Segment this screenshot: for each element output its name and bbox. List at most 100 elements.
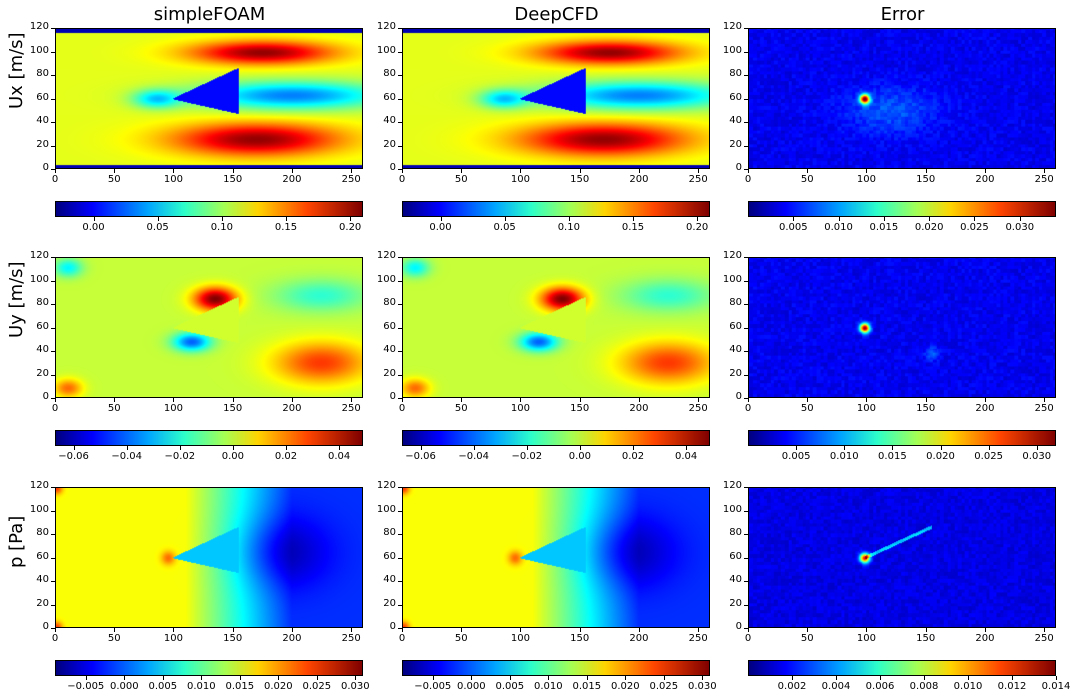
colorbar-tick-mark (85, 676, 87, 680)
x-tick-mark (866, 628, 868, 632)
x-tick-mark (291, 169, 293, 173)
y-tick-mark (744, 257, 748, 258)
y-tick-label: 60 (729, 91, 742, 103)
colorbar-tick-label: 0.025 (960, 222, 989, 233)
y-tick-label: 100 (722, 503, 742, 515)
x-tick-label: 0 (398, 174, 406, 185)
y-tick-mark (398, 75, 402, 76)
y-tick-mark (398, 28, 402, 29)
colorbar-tick-mark (350, 217, 352, 221)
heatmap-p (402, 487, 710, 628)
x-tick-mark (55, 398, 56, 402)
x-tick-mark (1044, 398, 1046, 402)
colorbar-tick-mark (162, 676, 164, 680)
x-tick-label: 50 (107, 174, 121, 185)
colorbar-tick-mark (157, 217, 159, 221)
x-tick-label: 50 (107, 403, 121, 414)
heatmap-Uy (55, 257, 363, 398)
x-tick-mark (638, 169, 640, 173)
x-tick-mark (402, 628, 403, 632)
x-tick-mark (698, 169, 700, 173)
y-tick-mark (51, 487, 55, 488)
colorbar-tick-label: 0.15 (621, 222, 645, 233)
colorbar-tick-mark (586, 676, 588, 680)
y-tick-label: 0 (735, 391, 742, 402)
colorbar-tick-mark (221, 217, 223, 221)
colorbar-tick-label: −0.04 (111, 451, 143, 462)
x-tick-label: 50 (454, 174, 468, 185)
x-tick-label: 250 (688, 403, 708, 414)
y-tick-label: 120 (722, 21, 742, 32)
y-tick-label: 100 (29, 273, 49, 285)
x-tick-label: 100 (510, 174, 530, 185)
colorbar-tick-label: 0.014 (1041, 681, 1071, 692)
colorbar-tick-label: 0.025 (302, 681, 332, 692)
y-tick-label: 0 (42, 391, 49, 402)
colorbar-tick-label: 0.030 (340, 681, 370, 692)
column-title: DeepCFD (514, 4, 599, 25)
x-tick-mark (55, 169, 56, 173)
colorbar-tick-label: 0.10 (210, 222, 233, 233)
y-tick-label: 80 (36, 297, 49, 308)
y-tick-mark (398, 51, 402, 53)
colorbar-tick-label: −0.02 (164, 451, 196, 462)
x-tick-label: 250 (341, 174, 361, 185)
colorbar-tick-label: 0.004 (821, 681, 851, 692)
y-tick-mark (51, 145, 55, 147)
colorbar-tick-mark (420, 446, 422, 450)
colorbar-tick-label: 0.10 (557, 222, 580, 233)
heatmap-Uy-error (748, 257, 1056, 398)
y-tick-mark (398, 628, 402, 629)
y-tick-label: 80 (36, 527, 49, 538)
colorbar-tick-label: 0.030 (687, 681, 717, 692)
x-tick-mark (232, 628, 234, 632)
y-tick-label: 0 (735, 621, 742, 632)
x-tick-label: 0 (398, 403, 406, 414)
colorbar (55, 201, 363, 217)
y-tick-label: 120 (376, 250, 396, 261)
colorbar-tick-mark (1036, 446, 1038, 450)
y-tick-mark (744, 28, 748, 29)
x-tick-mark (351, 628, 353, 632)
x-tick-mark (638, 628, 640, 632)
x-tick-mark (866, 398, 868, 402)
y-tick-label: 20 (36, 138, 49, 150)
colorbar-tick-label: 0.05 (493, 222, 516, 233)
colorbar-tick-mark (702, 676, 704, 680)
y-tick-label: 80 (729, 527, 742, 538)
colorbar-tick-mark (509, 676, 511, 680)
colorbar-tick-label: 0.020 (926, 451, 955, 462)
y-tick-mark (51, 534, 55, 535)
colorbar-tick-mark (686, 446, 688, 450)
y-tick-mark (744, 351, 748, 352)
colorbar-tick-label: 0.010 (829, 451, 859, 462)
colorbar (55, 660, 363, 676)
y-tick-label: 20 (36, 597, 49, 609)
y-tick-mark (744, 327, 748, 329)
x-tick-mark (748, 628, 749, 632)
colorbar-tick-mark (988, 446, 990, 450)
y-tick-label: 60 (383, 550, 396, 562)
x-tick-label: 150 (223, 174, 243, 185)
x-tick-label: 100 (510, 633, 530, 644)
x-tick-mark (984, 398, 986, 402)
y-tick-label: 40 (36, 115, 49, 126)
x-tick-mark (291, 398, 293, 402)
colorbar-tick-label: 0.04 (327, 451, 351, 462)
y-tick-label: 60 (383, 91, 396, 103)
y-tick-mark (51, 28, 55, 29)
x-tick-label: 0 (51, 174, 59, 185)
colorbar-tick-mark (663, 676, 665, 680)
y-tick-label: 120 (29, 480, 49, 491)
y-tick-mark (398, 122, 402, 123)
x-tick-mark (461, 169, 463, 173)
y-tick-label: 80 (729, 297, 742, 308)
colorbar-tick-mark (892, 446, 894, 450)
colorbar-tick-label: 0.015 (572, 681, 602, 692)
y-tick-mark (51, 374, 55, 376)
y-tick-mark (398, 257, 402, 258)
y-tick-mark (51, 51, 55, 53)
x-tick-mark (698, 628, 700, 632)
colorbar-tick-label: −0.06 (58, 451, 89, 462)
